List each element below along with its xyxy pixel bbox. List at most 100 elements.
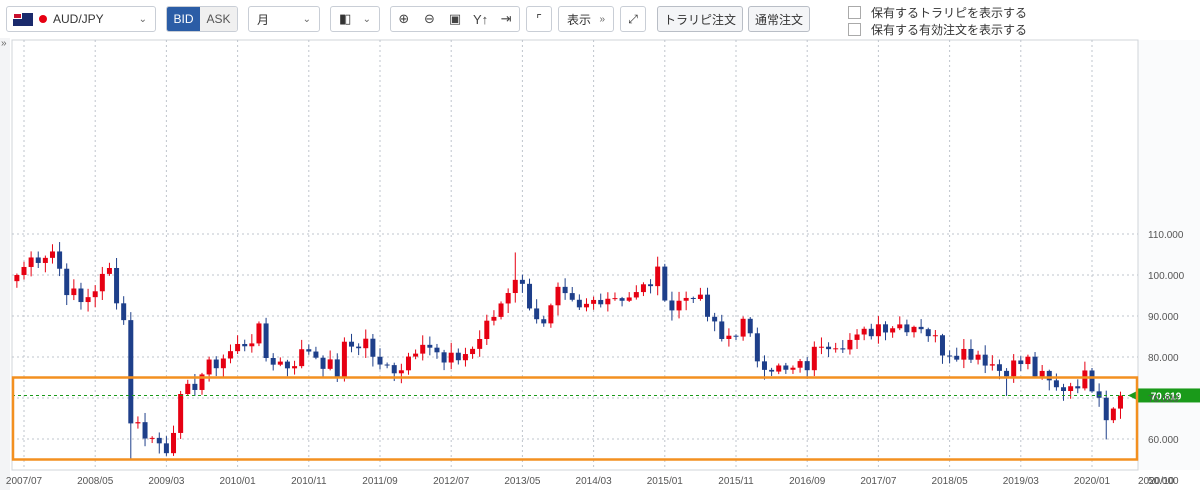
candle [78,282,84,310]
candle [121,296,127,325]
x-tick-label: 2017/07 [860,476,897,487]
candle-body [1068,386,1074,392]
normal-order-button[interactable]: 通常注文 [748,6,810,32]
candles [14,242,1123,460]
candle-body [85,297,91,303]
candle-body [270,358,276,365]
scroll-to-latest-icon[interactable]: ⇥ [500,11,512,26]
price-axis-icon[interactable]: Y↑ [472,11,489,27]
candle-body [149,437,155,439]
candle [598,293,604,308]
candle [1046,369,1052,391]
candle-body [384,364,390,366]
candle-body [28,257,34,267]
candle [569,286,575,302]
candle-body [726,335,732,339]
candle-body [640,284,646,293]
candle [861,326,867,341]
candle-body [648,284,654,287]
candle-body [142,422,148,439]
candle-body [292,366,298,369]
candle [135,416,141,429]
candle [811,341,817,377]
ask-button[interactable]: ASK [200,7,237,31]
candle-body [199,374,205,390]
candle [918,319,924,334]
candle-body [106,267,112,274]
candle-body [719,321,725,339]
candle-body [1046,370,1052,381]
fullscreen-button[interactable]: ⤢ [620,6,646,32]
candle-body [854,334,860,340]
candle [818,337,824,355]
fit-screen-icon[interactable]: ▣ [448,11,462,26]
candle-body [391,365,397,374]
candle-body [954,355,960,360]
candle [185,379,191,396]
candle-body [64,268,70,296]
candle [477,330,483,357]
candle [249,334,255,353]
checkbox-box[interactable] [848,23,861,36]
candle [840,340,846,353]
drawing-tools-button[interactable]: ⌜ [526,6,552,32]
candle [925,327,931,342]
x-tick-label: 2016/09 [789,476,826,487]
candle [697,287,703,301]
candle [519,274,525,293]
x-tick-label: 2018/05 [932,476,969,487]
candle-body [662,266,668,301]
x-tick-label: 2020/01 [1074,476,1111,487]
candle-body [156,437,162,444]
currency-pair-label: AUD/JPY [53,12,104,26]
chevron-down-icon: ⌄ [302,13,311,25]
show-trailing-checkbox[interactable]: 保有するトラリピを表示する [848,4,1027,21]
y-tick-label: 90.000 [1148,312,1179,323]
x-tick-label: 2013/05 [504,476,541,487]
candle-body [904,324,910,333]
candle-body [398,370,404,374]
candle [904,319,910,337]
trailing-order-button[interactable]: トラリピ注文 [657,6,743,32]
candle [619,296,625,307]
candle [712,312,718,332]
candle-body [541,319,547,324]
candle [932,330,938,343]
zoom-in-icon[interactable]: ⊕ [398,11,410,26]
checkbox-label: 保有する有効注文を表示する [871,23,1028,37]
candle-body [562,286,568,294]
candle-body [840,348,846,350]
period-select[interactable]: 月 ⌄ [248,6,320,32]
side-panel-toggle[interactable]: » [0,38,10,490]
checkbox-label: 保有するトラリピを表示する [871,6,1028,20]
checkbox-box[interactable] [848,6,861,19]
candle-body [697,294,703,299]
candle-body [477,338,483,349]
candle-body [883,324,889,333]
candle [583,298,589,312]
candle [826,342,832,358]
candle [633,285,639,300]
show-orders-checkbox[interactable]: 保有する有効注文を表示する [848,21,1027,38]
candle [263,317,269,362]
chart-type-select[interactable]: ▮▯ ⌄ [330,6,380,32]
display-select[interactable]: 表示 » [558,6,614,32]
candle [491,310,497,326]
x-tick-label: 2009/03 [148,476,185,487]
bid-button[interactable]: BID [167,7,201,31]
candle-body [327,359,333,369]
candle [85,288,91,312]
highlight-range-rect [11,376,1139,461]
x-tick-label: 2012/07 [433,476,470,487]
candle [1018,356,1024,371]
zoom-out-icon[interactable]: ⊖ [423,11,435,26]
candle [384,362,390,369]
candle-body [178,393,184,433]
candle-body [484,320,490,339]
currency-pair-select[interactable]: AUD/JPY ⌄ [6,6,156,32]
trendline-icon: ⌜ [536,12,542,26]
candle-body [299,349,305,367]
x-tick-label: 2010/11 [291,476,327,487]
candle [505,288,511,314]
